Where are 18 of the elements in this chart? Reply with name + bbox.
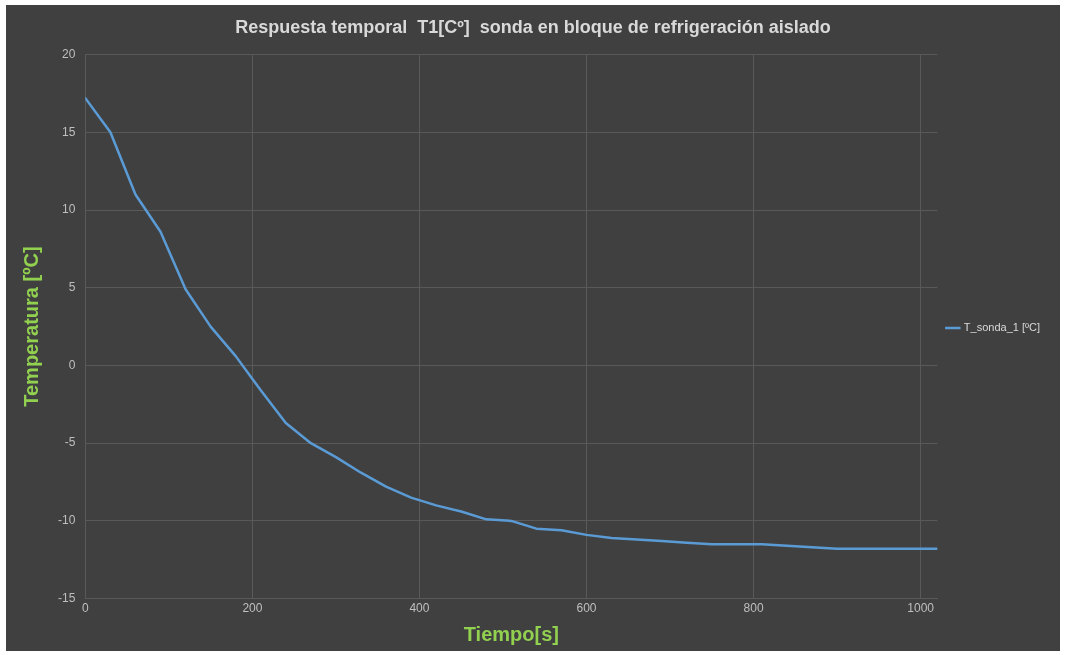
legend-label: T_sonda_1 [ºC] [963,321,1041,334]
y-axis-title: Temperatura [ºC] [19,246,42,407]
x-tick-label: 200 [242,601,263,616]
y-tick-label: -10 [58,513,76,528]
chart-title: Respuesta temporal T1[Cº] sonda en bloque de refrigeración aislado [235,16,831,37]
y-tick-label: -5 [64,435,76,450]
y-tick-label: 15 [61,124,76,139]
x-axis-title: Tiempo[s] [463,622,559,645]
x-tick-label: 600 [576,601,597,616]
y-tick-label: -15 [58,590,76,605]
y-tick-label: 0 [68,357,76,372]
x-tick-label: 0 [82,601,89,616]
x-tick-label: 800 [743,601,764,616]
y-tick-label: 10 [61,202,76,217]
y-tick-label: 5 [68,280,76,295]
x-tick-label: 1000 [907,601,935,616]
y-tick-label: 20 [61,46,76,61]
x-tick-label: 400 [409,601,430,616]
